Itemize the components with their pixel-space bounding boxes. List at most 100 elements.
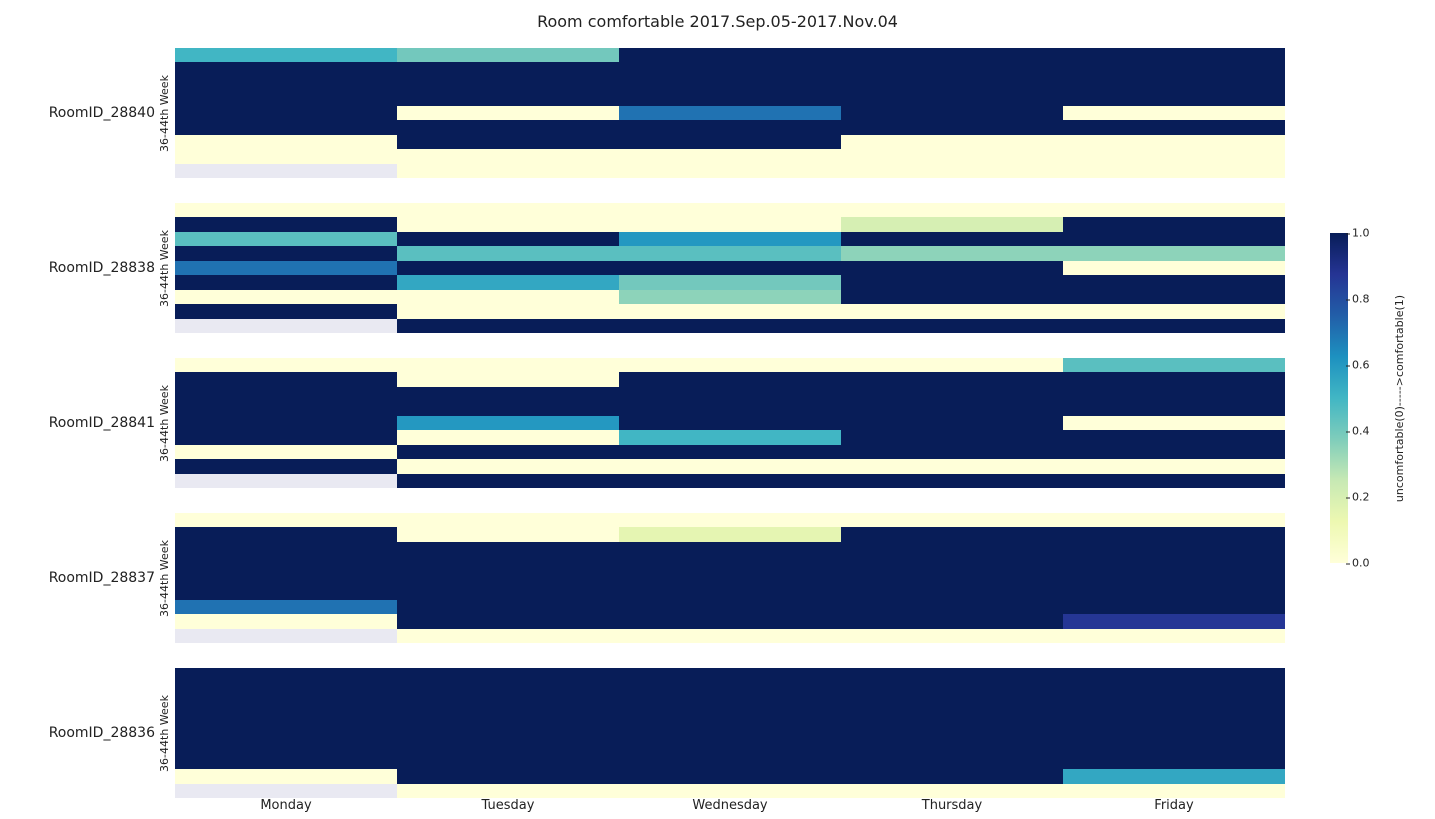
heatmap-cell bbox=[841, 740, 1063, 754]
heatmap-row bbox=[175, 387, 1285, 401]
heatmap-cell bbox=[175, 48, 397, 62]
x-axis: MondayTuesdayWednesdayThursdayFriday bbox=[175, 798, 1285, 818]
heatmap-cell bbox=[1063, 372, 1285, 386]
heatmap-cell bbox=[397, 319, 619, 333]
heatmap-row bbox=[175, 217, 1285, 231]
heatmap-cell bbox=[1063, 682, 1285, 696]
heatmap-cell bbox=[841, 600, 1063, 614]
heatmap-cell bbox=[619, 629, 841, 643]
heatmap-cell bbox=[619, 246, 841, 260]
heatmap-cell bbox=[175, 585, 397, 599]
heatmap-cell bbox=[1063, 600, 1285, 614]
heatmap-cell bbox=[619, 740, 841, 754]
heatmap-cell bbox=[397, 48, 619, 62]
heatmap-cell bbox=[1063, 585, 1285, 599]
heatmap-cell bbox=[1063, 358, 1285, 372]
heatmap-cell bbox=[841, 164, 1063, 178]
heatmap-grid bbox=[175, 48, 1285, 178]
heatmap-cell bbox=[619, 614, 841, 628]
heatmap-cell bbox=[1063, 542, 1285, 556]
heatmap-row bbox=[175, 542, 1285, 556]
heatmap-cell bbox=[619, 77, 841, 91]
heatmap-cell bbox=[1063, 668, 1285, 682]
heatmap-cell bbox=[397, 571, 619, 585]
heatmap-row bbox=[175, 149, 1285, 163]
colorbar-ticks: 0.00.20.40.60.81.0 bbox=[1352, 233, 1382, 563]
heatmap-cell bbox=[841, 784, 1063, 798]
heatmap-cell bbox=[397, 784, 619, 798]
heatmap-cell bbox=[841, 372, 1063, 386]
heatmap-row bbox=[175, 740, 1285, 754]
heatmap-row bbox=[175, 120, 1285, 134]
heatmap-cell bbox=[1063, 755, 1285, 769]
heatmap-cell bbox=[1063, 91, 1285, 105]
heatmap-cell bbox=[397, 585, 619, 599]
heatmap-cell bbox=[619, 372, 841, 386]
heatmap-cell bbox=[619, 668, 841, 682]
heatmap-cell bbox=[397, 682, 619, 696]
heatmap-cell bbox=[1063, 319, 1285, 333]
heatmap-cell bbox=[1063, 784, 1285, 798]
heatmap-cell bbox=[619, 600, 841, 614]
heatmap-row bbox=[175, 246, 1285, 260]
heatmap-cell bbox=[175, 542, 397, 556]
heatmap-cell bbox=[175, 149, 397, 163]
heatmap-cell bbox=[619, 358, 841, 372]
heatmap-cell bbox=[175, 784, 397, 798]
heatmap-cell bbox=[841, 261, 1063, 275]
heatmap-cell bbox=[175, 430, 397, 444]
heatmap-grid bbox=[175, 668, 1285, 798]
heatmap-cell bbox=[841, 48, 1063, 62]
heatmap-cell bbox=[619, 149, 841, 163]
panel-room-label: RoomID_28837 bbox=[15, 513, 155, 643]
panel-week-label: 36-44th Week bbox=[157, 48, 171, 178]
heatmap-row bbox=[175, 600, 1285, 614]
heatmap-cell bbox=[619, 527, 841, 541]
heatmap-cell bbox=[619, 585, 841, 599]
heatmap-cell bbox=[397, 614, 619, 628]
heatmap-cell bbox=[397, 164, 619, 178]
heatmap-cell bbox=[1063, 164, 1285, 178]
heatmap-row bbox=[175, 726, 1285, 740]
heatmap-row bbox=[175, 232, 1285, 246]
x-axis-label: Thursday bbox=[841, 798, 1063, 818]
heatmap-row bbox=[175, 571, 1285, 585]
heatmap-cell bbox=[1063, 387, 1285, 401]
heatmap-row bbox=[175, 668, 1285, 682]
heatmap-cell bbox=[175, 304, 397, 318]
heatmap-row bbox=[175, 474, 1285, 488]
heatmap-cell bbox=[397, 459, 619, 473]
heatmap-row bbox=[175, 556, 1285, 570]
heatmap-cell bbox=[619, 697, 841, 711]
heatmap-cell bbox=[397, 149, 619, 163]
heatmap-row bbox=[175, 629, 1285, 643]
heatmap-cell bbox=[619, 261, 841, 275]
heatmap-cell bbox=[841, 445, 1063, 459]
heatmap-panel: RoomID_2883736-44th Week bbox=[175, 513, 1285, 643]
heatmap-cell bbox=[841, 430, 1063, 444]
colorbar-label: uncomfortable(0)----->comfortable(1) bbox=[1392, 233, 1408, 563]
heatmap-cell bbox=[841, 77, 1063, 91]
heatmap-cell bbox=[619, 319, 841, 333]
heatmap-cell bbox=[619, 106, 841, 120]
heatmap-cell bbox=[1063, 232, 1285, 246]
heatmap-cell bbox=[397, 135, 619, 149]
panel-week-label: 36-44th Week bbox=[157, 513, 171, 643]
heatmap-cell bbox=[397, 629, 619, 643]
heatmap-cell bbox=[397, 527, 619, 541]
heatmap-cell bbox=[619, 682, 841, 696]
heatmap-cell bbox=[1063, 430, 1285, 444]
heatmap-cell bbox=[1063, 246, 1285, 260]
heatmap-cell bbox=[397, 261, 619, 275]
heatmap-cell bbox=[397, 290, 619, 304]
heatmap-row bbox=[175, 401, 1285, 415]
heatmap-cell bbox=[841, 358, 1063, 372]
heatmap-cell bbox=[175, 275, 397, 289]
heatmap-cell bbox=[397, 217, 619, 231]
heatmap-cell bbox=[1063, 513, 1285, 527]
heatmap-cell bbox=[1063, 48, 1285, 62]
heatmap-cell bbox=[175, 726, 397, 740]
heatmap-cell bbox=[619, 290, 841, 304]
heatmap-panels: RoomID_2884036-44th WeekRoomID_2883836-4… bbox=[175, 48, 1285, 798]
heatmap-row bbox=[175, 711, 1285, 725]
